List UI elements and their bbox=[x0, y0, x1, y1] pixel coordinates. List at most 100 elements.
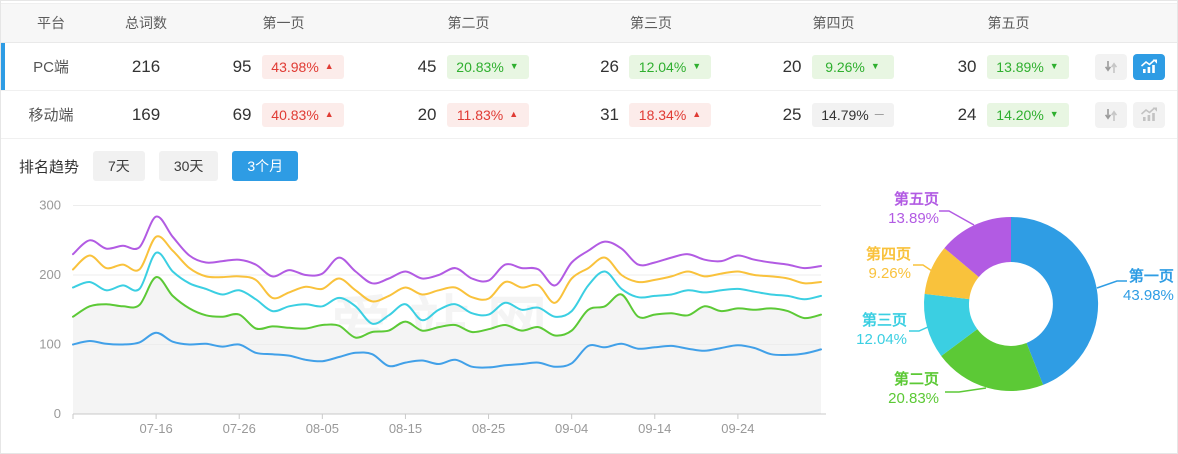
line-series-第一页 bbox=[72, 331, 822, 369]
line-series-第二页 bbox=[72, 276, 822, 339]
row-actions bbox=[1091, 101, 1177, 128]
col-header-total: 总词数 bbox=[125, 15, 167, 31]
sort-arrows-button[interactable] bbox=[1095, 101, 1127, 128]
page3-cell: 31 18.34% ▲ bbox=[561, 102, 741, 127]
pie-label-page5: 第五页 13.89% bbox=[888, 190, 939, 228]
pie-label-name: 第三页 bbox=[861, 312, 907, 329]
page2-count: 45 bbox=[417, 56, 437, 76]
trend-chart-icon bbox=[1140, 107, 1157, 121]
trend-arrow-icon: ▼ bbox=[1049, 109, 1059, 119]
pie-slice-第二页[interactable] bbox=[941, 329, 1044, 392]
pie-label-name: 第五页 bbox=[893, 191, 939, 208]
leader-line-page3 bbox=[909, 326, 929, 332]
platform-name: PC端 bbox=[33, 59, 69, 76]
pie-slice-第五页[interactable] bbox=[944, 217, 1011, 277]
page5-cell: 24 14.20% ▼ bbox=[926, 102, 1091, 127]
leader-line-page5 bbox=[939, 210, 975, 226]
page2-cell: 20 11.83% ▲ bbox=[376, 102, 561, 127]
page3-cell: 26 12.04% ▼ bbox=[561, 54, 741, 79]
rank-trend-line-chart: 07-16 07-26 08-05 08-15 08-25 09-04 09-14 09-24… bbox=[39, 198, 826, 436]
page3-count: 26 bbox=[600, 56, 619, 76]
trend-arrow-icon: ▲ bbox=[509, 109, 519, 119]
leader-line-page4 bbox=[913, 264, 933, 272]
pct-value: 13.89% bbox=[996, 58, 1044, 75]
leader-line-page2 bbox=[945, 387, 987, 393]
pie-label-page1: 第一页 43.98% bbox=[1123, 267, 1174, 305]
trend-toolbar: 排名趋势 7天 30天 3个月 bbox=[1, 139, 1177, 190]
trend-arrow-icon: ▲ bbox=[324, 109, 334, 119]
pie-slice-第三页[interactable] bbox=[924, 293, 978, 356]
page4-count: 25 bbox=[782, 104, 802, 124]
x-tick-label: 08-15 bbox=[389, 421, 422, 436]
pct-value: 14.20% bbox=[996, 106, 1044, 123]
x-tick-label: 09-24 bbox=[721, 421, 754, 436]
line-series-第三页 bbox=[72, 251, 822, 325]
page3-pct-badge: 12.04% ▼ bbox=[629, 54, 711, 79]
trend-section-title: 排名趋势 bbox=[19, 158, 80, 176]
pie-label-pct: 12.04% bbox=[856, 331, 907, 348]
sort-arrows-icon bbox=[1104, 60, 1118, 73]
col-header-platform: 平台 bbox=[37, 15, 65, 31]
x-tick-label: 08-05 bbox=[306, 421, 339, 436]
table-header: 平台 总词数 第一页 第二页 第三页 第四页 第五页 bbox=[1, 3, 1177, 43]
pie-label-name: 第一页 bbox=[1128, 268, 1174, 285]
pie-label-pct: 20.83% bbox=[888, 390, 939, 407]
trend-arrow-icon: ▼ bbox=[509, 61, 519, 71]
page5-count: 24 bbox=[957, 104, 977, 124]
col-header-page5: 第五页 bbox=[987, 15, 1030, 31]
page2-cell: 45 20.83% ▼ bbox=[376, 54, 561, 79]
page1-count: 95 bbox=[232, 56, 252, 76]
pie-label-pct: 13.89% bbox=[888, 210, 939, 227]
pie-label-page3: 第三页 12.04% bbox=[856, 311, 907, 349]
page3-count: 31 bbox=[600, 104, 619, 124]
page4-pct-badge: 14.79% — bbox=[811, 102, 894, 127]
trend-arrow-icon: ▲ bbox=[324, 61, 334, 71]
page2-pct-badge: 11.83% ▲ bbox=[446, 102, 529, 127]
pct-value: 12.04% bbox=[638, 58, 687, 75]
total-words: 169 bbox=[131, 104, 161, 124]
pie-slice-第四页[interactable] bbox=[924, 248, 979, 300]
pie-label-name: 第二页 bbox=[893, 371, 939, 388]
page5-pct-badge: 13.89% ▼ bbox=[986, 54, 1069, 79]
trend-arrow-icon: ▼ bbox=[1049, 61, 1059, 71]
table-row-mobile[interactable]: 移动端 169 69 40.83% ▲ 20 11.83% ▲ 31 18.34% ▲… bbox=[1, 91, 1177, 139]
row-actions bbox=[1091, 53, 1177, 80]
col-header-page1: 第一页 bbox=[262, 15, 305, 31]
page1-cell: 95 43.98% ▲ bbox=[191, 54, 376, 79]
x-tick-label: 08-25 bbox=[472, 421, 505, 436]
table-row-pc[interactable]: PC端 216 95 43.98% ▲ 45 20.83% ▼ 26 12.04% ▼… bbox=[1, 43, 1177, 91]
pie-label-page2: 第二页 20.83% bbox=[888, 370, 939, 408]
selected-row-indicator bbox=[1, 43, 5, 90]
sort-arrows-button[interactable] bbox=[1095, 53, 1127, 80]
col-header-page2: 第二页 bbox=[447, 15, 490, 31]
leader-line-page1 bbox=[1096, 280, 1127, 289]
col-header-page4: 第四页 bbox=[812, 15, 855, 31]
x-tick-label: 07-16 bbox=[139, 421, 172, 436]
tab-30-days[interactable]: 30天 bbox=[158, 151, 219, 181]
y-tick-label: 300 bbox=[39, 198, 61, 213]
pie-label-page4: 第四页 9.26% bbox=[866, 245, 911, 283]
pie-label-pct: 9.26% bbox=[868, 265, 911, 282]
pie-slice-第一页[interactable] bbox=[1011, 216, 1099, 385]
page1-cell: 69 40.83% ▲ bbox=[191, 102, 376, 127]
pct-value: 43.98% bbox=[271, 58, 319, 75]
line-series-第五页 bbox=[72, 215, 822, 287]
trend-arrow-icon: ▲ bbox=[692, 109, 702, 119]
pct-value: 14.79% bbox=[821, 106, 869, 123]
platform-name: 移动端 bbox=[28, 107, 74, 124]
x-tick-label: 09-14 bbox=[638, 421, 671, 436]
pct-value: 40.83% bbox=[271, 106, 319, 123]
trend-chart-button[interactable] bbox=[1133, 101, 1165, 128]
tab-7-days[interactable]: 7天 bbox=[93, 151, 145, 181]
pct-value: 11.83% bbox=[456, 106, 504, 123]
x-tick-label: 09-04 bbox=[555, 421, 588, 436]
page2-count: 20 bbox=[417, 104, 437, 124]
pie-label-name: 第四页 bbox=[865, 246, 911, 263]
charts-area: 爱站网 07-1607-2608-0508-1508-2509-0409-140… bbox=[1, 190, 1177, 453]
pct-value: 9.26% bbox=[825, 58, 865, 75]
trend-arrow-icon: ▼ bbox=[692, 61, 702, 71]
trend-chart-button[interactable] bbox=[1133, 53, 1165, 80]
tab-3-months[interactable]: 3个月 bbox=[232, 151, 299, 181]
page5-pct-badge: 14.20% ▼ bbox=[986, 102, 1069, 127]
